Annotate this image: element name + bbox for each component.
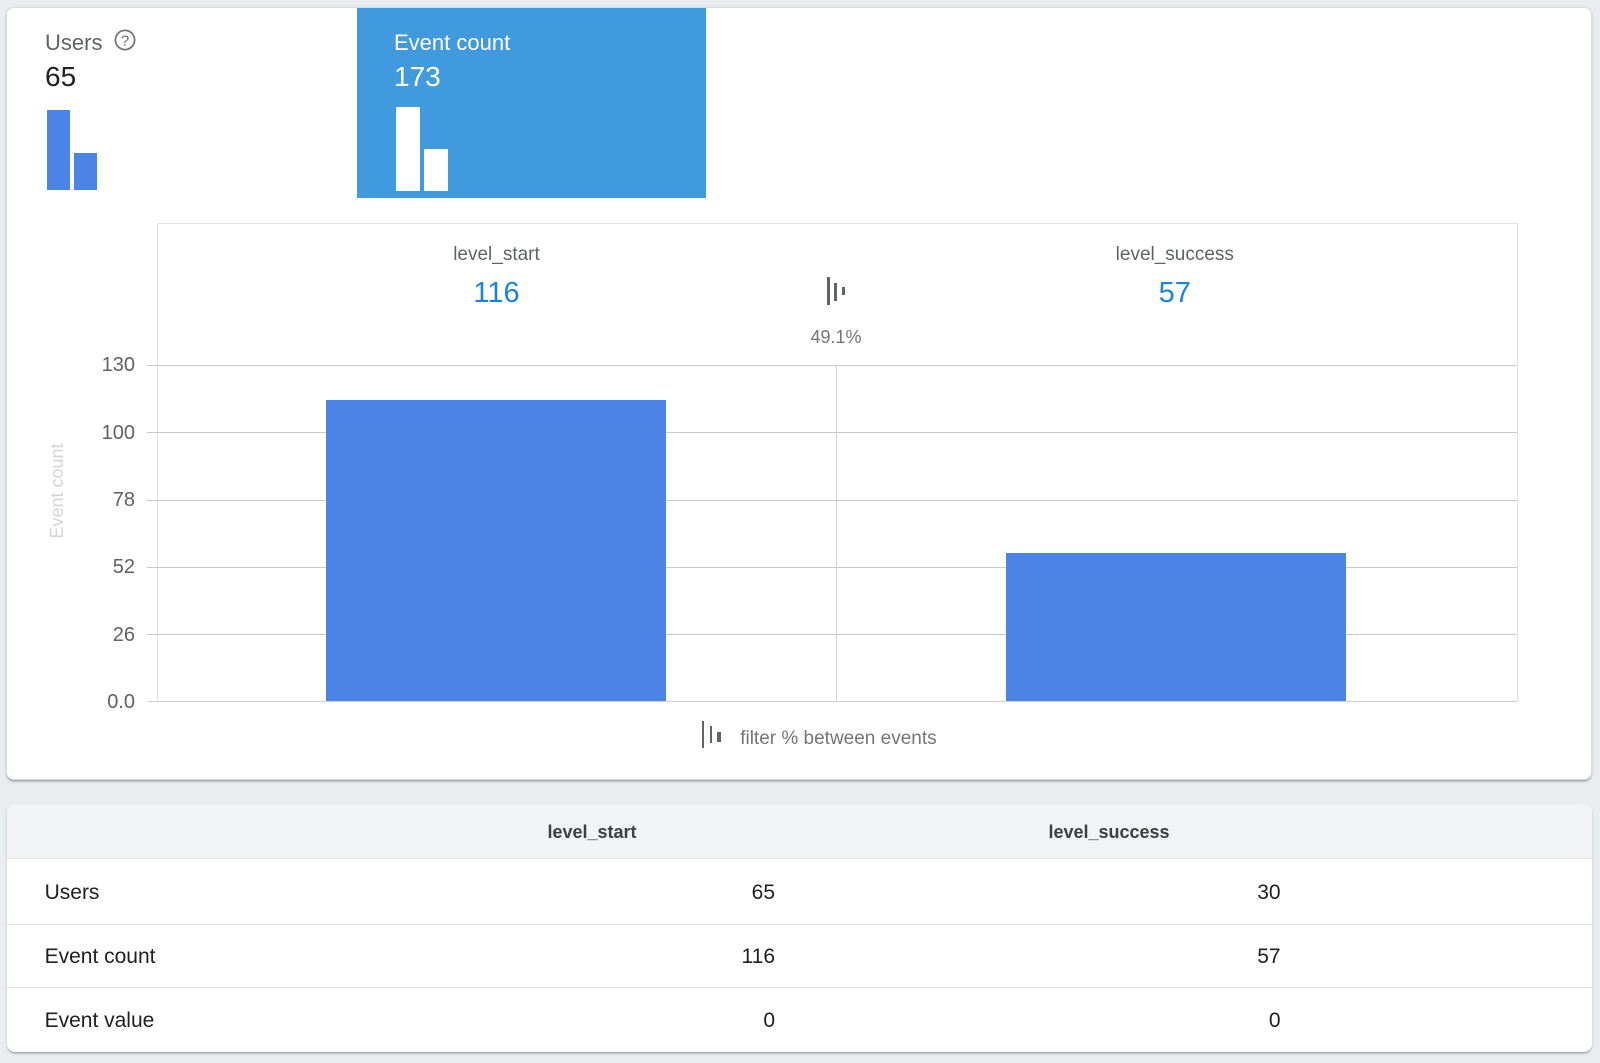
svg-text:?: ? <box>121 32 129 49</box>
